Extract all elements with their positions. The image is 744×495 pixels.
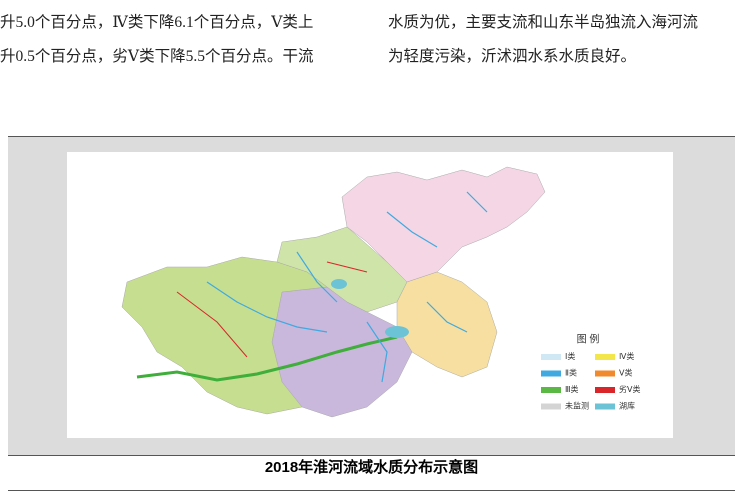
text-line: 为轻度污染，沂沭泗水系水质良好。 — [388, 48, 637, 65]
text-line: 水质为优，主要支流和山东半岛独流入海河流 — [388, 14, 699, 31]
legend-label: Ⅱ类 — [565, 368, 577, 378]
lake — [331, 279, 347, 289]
legend-swatch — [541, 403, 561, 410]
legend-swatch — [541, 387, 561, 393]
legend-label: 未监测 — [565, 401, 589, 411]
legend-label: Ⅴ类 — [619, 368, 632, 378]
legend-swatch — [541, 370, 561, 377]
legend-swatch — [595, 403, 615, 410]
legend-title: 图 例 — [577, 333, 600, 346]
left-column: 升5.0个百分点，Ⅳ类下降6.1个百分点，Ⅴ类上 升0.5个百分点，劣Ⅴ类下降5.… — [0, 6, 313, 74]
legend-label: 劣Ⅴ类 — [619, 384, 640, 394]
legend-swatch — [595, 354, 615, 360]
text-line: 升0.5个百分点，劣Ⅴ类下降5.5个百分点。干流 — [0, 48, 314, 65]
lake — [385, 326, 409, 338]
main-river — [136, 335, 398, 382]
text-line: 升5.0个百分点，Ⅳ类下降6.1个百分点，Ⅴ类上 — [0, 14, 314, 31]
right-column: 水质为优，主要支流和山东半岛独流入海河流 为轻度污染，沂沭泗水系水质良好。 — [388, 6, 698, 74]
legend-swatch — [541, 354, 561, 360]
legend-label: 湖库 — [619, 401, 635, 411]
rivers — [206, 191, 488, 383]
legend-label: Ⅲ类 — [565, 384, 579, 394]
legend-swatch — [595, 370, 615, 377]
caption: 2018年淮河流域水质分布示意图 — [8, 455, 735, 491]
polluted-rivers — [176, 261, 368, 358]
region-east — [396, 271, 498, 378]
legend-label: Ⅰ类 — [565, 351, 575, 361]
region-west — [121, 256, 328, 415]
legend-swatch — [595, 387, 615, 393]
legend-label: Ⅳ类 — [619, 351, 634, 361]
